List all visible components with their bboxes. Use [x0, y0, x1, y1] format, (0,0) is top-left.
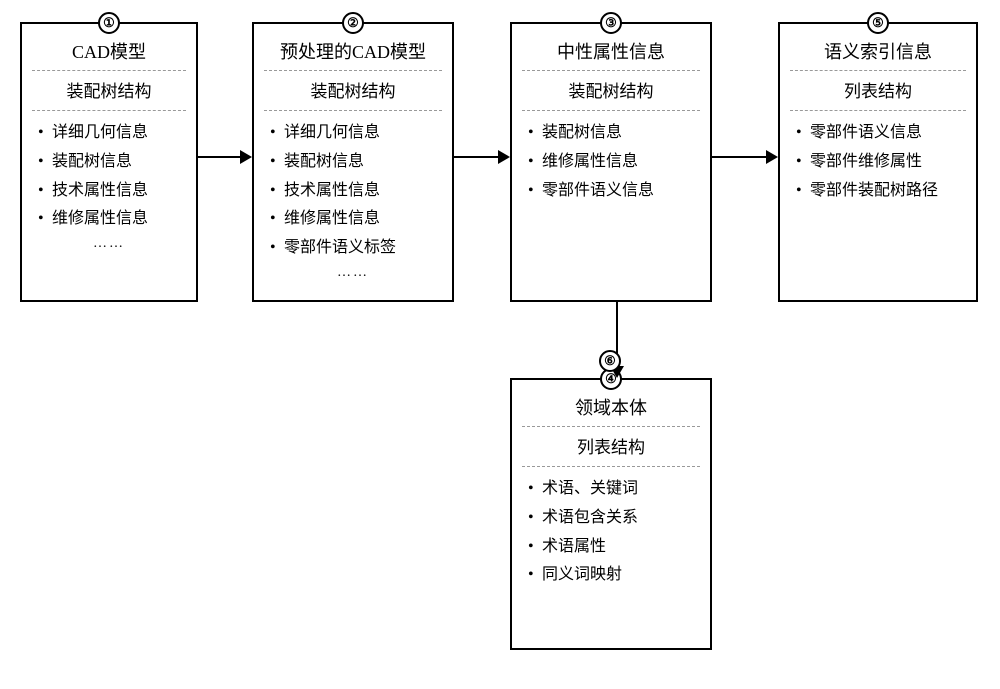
box-semantic-index: ⑤ 语义索引信息 列表结构 零部件语义信息 零部件维修属性 零部件装配树路径 [778, 22, 978, 302]
list-item: 零部件维修属性 [794, 148, 966, 177]
box-cad-model: ① CAD模型 装配树结构 详细几何信息 装配树信息 技术属性信息 维修属性信息… [20, 22, 198, 302]
list-item: 装配树信息 [36, 148, 186, 177]
list-item: 零部件语义信息 [526, 177, 700, 206]
badge-6: ⑥ [599, 350, 621, 372]
box-domain-ontology: ④ 领域本体 列表结构 术语、关键词 术语包含关系 术语属性 同义词映射 [510, 378, 712, 650]
box1-title: CAD模型 [32, 38, 186, 71]
badge-3: ③ [600, 12, 622, 34]
list-item: 维修属性信息 [36, 205, 186, 234]
box3-subtitle: 装配树结构 [522, 77, 700, 111]
list-item: 装配树信息 [268, 148, 442, 177]
box1-subtitle: 装配树结构 [32, 77, 186, 111]
box5-subtitle: 列表结构 [790, 77, 966, 111]
list-item: 详细几何信息 [36, 119, 186, 148]
box1-ellipsis: …… [32, 236, 186, 252]
badge-5: ⑤ [867, 12, 889, 34]
list-item: 零部件装配树路径 [794, 177, 966, 206]
list-item: 零部件语义标签 [268, 234, 442, 263]
box2-subtitle: 装配树结构 [264, 77, 442, 111]
arrow-2-to-3 [454, 150, 510, 164]
list-item: 技术属性信息 [268, 177, 442, 206]
list-item: 装配树信息 [526, 119, 700, 148]
box5-title: 语义索引信息 [790, 38, 966, 71]
box2-title: 预处理的CAD模型 [264, 38, 442, 71]
box4-list: 术语、关键词 术语包含关系 术语属性 同义词映射 [522, 475, 700, 590]
badge-1: ① [98, 12, 120, 34]
box-neutral-attr: ③ 中性属性信息 装配树结构 装配树信息 维修属性信息 零部件语义信息 [510, 22, 712, 302]
box5-list: 零部件语义信息 零部件维修属性 零部件装配树路径 [790, 119, 966, 205]
box2-list: 详细几何信息 装配树信息 技术属性信息 维修属性信息 零部件语义标签 [264, 119, 442, 263]
arrow-1-to-2 [198, 150, 252, 164]
list-item: 详细几何信息 [268, 119, 442, 148]
list-item: 维修属性信息 [526, 148, 700, 177]
arrow-3-to-5 [712, 150, 778, 164]
box4-title: 领域本体 [522, 394, 700, 427]
list-item: 术语包含关系 [526, 504, 700, 533]
box-preprocessed-cad: ② 预处理的CAD模型 装配树结构 详细几何信息 装配树信息 技术属性信息 维修… [252, 22, 454, 302]
box3-list: 装配树信息 维修属性信息 零部件语义信息 [522, 119, 700, 205]
list-item: 维修属性信息 [268, 205, 442, 234]
box3-title: 中性属性信息 [522, 38, 700, 71]
list-item: 术语、关键词 [526, 475, 700, 504]
list-item: 零部件语义信息 [794, 119, 966, 148]
box2-ellipsis: …… [264, 265, 442, 281]
box4-subtitle: 列表结构 [522, 433, 700, 467]
list-item: 技术属性信息 [36, 177, 186, 206]
badge-2: ② [342, 12, 364, 34]
list-item: 术语属性 [526, 533, 700, 562]
list-item: 同义词映射 [526, 561, 700, 590]
box1-list: 详细几何信息 装配树信息 技术属性信息 维修属性信息 [32, 119, 186, 234]
